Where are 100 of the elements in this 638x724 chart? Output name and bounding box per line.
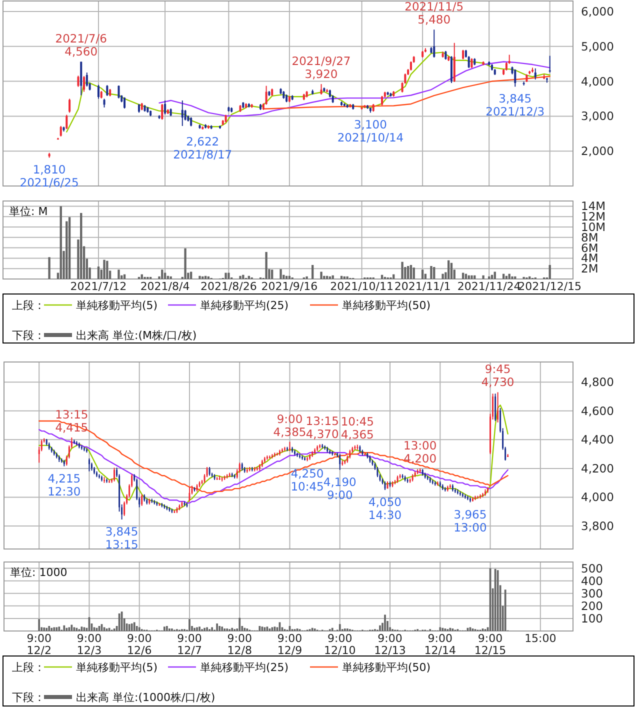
bar: [271, 270, 274, 279]
bar: [433, 267, 436, 279]
candlestick: [470, 58, 473, 69]
y-tick-label: 4,400: [581, 432, 614, 447]
bar: [412, 268, 415, 279]
bar: [421, 270, 424, 279]
x-tick-label: 2021/11/1: [394, 280, 451, 293]
candlestick: [476, 495, 478, 500]
x-tick-label: 9:00 12/15: [474, 632, 506, 657]
annotation: 13:15 4,370: [306, 414, 339, 441]
candlestick: [106, 84, 108, 96]
x-tick-label: 9:00 12/6: [127, 632, 152, 657]
candlestick: [77, 75, 80, 88]
bar: [66, 221, 68, 279]
candlestick: [188, 486, 190, 502]
x-tick-label: 9:00 12/2: [26, 632, 52, 657]
candlestick: [339, 454, 341, 470]
annotation: 3,845 2021/12/3: [486, 92, 545, 119]
annotation: 4,215 12:30: [48, 471, 81, 498]
annotation: 単位: M: [9, 205, 48, 218]
x-tick-label: 2021/12/15: [518, 280, 582, 293]
candlestick: [462, 49, 464, 60]
candlestick: [141, 494, 143, 506]
bar: [280, 269, 282, 279]
bar: [170, 276, 172, 279]
bar: [511, 276, 514, 279]
bar: [184, 248, 186, 279]
x-tick-label: 9:00 12/8: [227, 632, 252, 657]
legend-label: 出来高 単位:(M株/口/枚): [76, 329, 197, 342]
bar: [48, 257, 50, 279]
candlestick: [164, 100, 166, 115]
x-tick-label: 9:00 12/13: [374, 632, 406, 657]
legend-label: 単純移動平均(5): [76, 299, 158, 312]
bar: [306, 276, 308, 279]
annotation: 4,190 9:00: [323, 474, 356, 502]
bar: [548, 264, 551, 279]
x-tick-label: 9:00 12/3: [76, 632, 102, 657]
bar: [198, 276, 201, 279]
bar: [410, 264, 412, 279]
bar: [103, 260, 106, 279]
candlestick: [534, 68, 536, 80]
bar: [494, 272, 496, 279]
x-tick-label: 2021/7/12: [70, 280, 127, 293]
bar: [265, 252, 268, 279]
annotation: 3,100 2021/10/14: [337, 118, 404, 145]
x-tick-label: 9:00 12/14: [424, 632, 456, 657]
legend-label: 単純移動平均(25): [200, 299, 289, 312]
bar: [450, 262, 453, 279]
candlestick: [320, 84, 322, 96]
y-tick-label: 4,600: [581, 404, 614, 418]
bar: [442, 274, 444, 279]
x-tick-label: 15:00: [524, 632, 556, 645]
bar: [60, 206, 62, 279]
bar: [97, 266, 100, 279]
candlestick: [101, 475, 103, 482]
annotation: 13:00 4,200: [404, 438, 437, 466]
x-tick-label: 9:00 12/10: [324, 632, 356, 657]
annotation: 10:45 4,365: [340, 414, 374, 442]
legend-label: 単純移動平均(50): [342, 299, 431, 312]
x-tick-label: 2021/8/26: [200, 280, 257, 293]
bar: [320, 272, 322, 279]
y-tick-label: 100: [581, 611, 603, 626]
bar: [106, 260, 108, 279]
bar: [80, 212, 82, 279]
annotation: 9:45 4,730: [481, 362, 514, 390]
bar: [448, 260, 450, 279]
annotation: 2021/7/6 4,560: [55, 32, 107, 59]
bar: [118, 270, 120, 279]
annotation: 1,810 2021/6/25: [20, 162, 79, 190]
y-tick-label: 400: [581, 574, 603, 588]
y-tick-label: 2,000: [581, 144, 614, 158]
annotation: 単位: 1000: [10, 566, 68, 579]
annotation: 3,965 13:00: [454, 507, 487, 534]
bar: [406, 266, 410, 279]
annotation: 4,050 14:30: [368, 495, 402, 522]
legend-title: 下段：: [12, 329, 45, 342]
candlestick: [97, 84, 100, 100]
bar: [401, 262, 404, 279]
candlestick: [83, 76, 86, 92]
y-tick-label: 6,000: [581, 4, 614, 18]
y-tick-label: 4,800: [581, 375, 614, 390]
legend-label: 単純移動平均(25): [200, 661, 289, 674]
x-tick-label: 2021/8/4: [140, 280, 190, 293]
candlestick: [381, 95, 384, 106]
candlestick: [474, 495, 476, 501]
legend-title: 下段：: [12, 691, 45, 704]
y-tick-label: 4,000: [581, 74, 614, 88]
y-tick-label: 200: [581, 598, 603, 613]
candlestick: [497, 392, 499, 423]
x-tick-label: 9:00 12/9: [277, 632, 302, 657]
y-tick-label: 4,200: [581, 461, 614, 476]
bar: [430, 266, 432, 279]
candlestick: [514, 68, 516, 88]
annotation: 2021/11/5 5,480: [404, 0, 464, 27]
legend-title: 上段：: [12, 661, 45, 674]
bar: [190, 272, 192, 279]
candlestick: [114, 467, 116, 482]
annotation: 3,845 13:15: [105, 524, 138, 552]
bar: [224, 272, 227, 279]
line-series: [38, 404, 508, 511]
